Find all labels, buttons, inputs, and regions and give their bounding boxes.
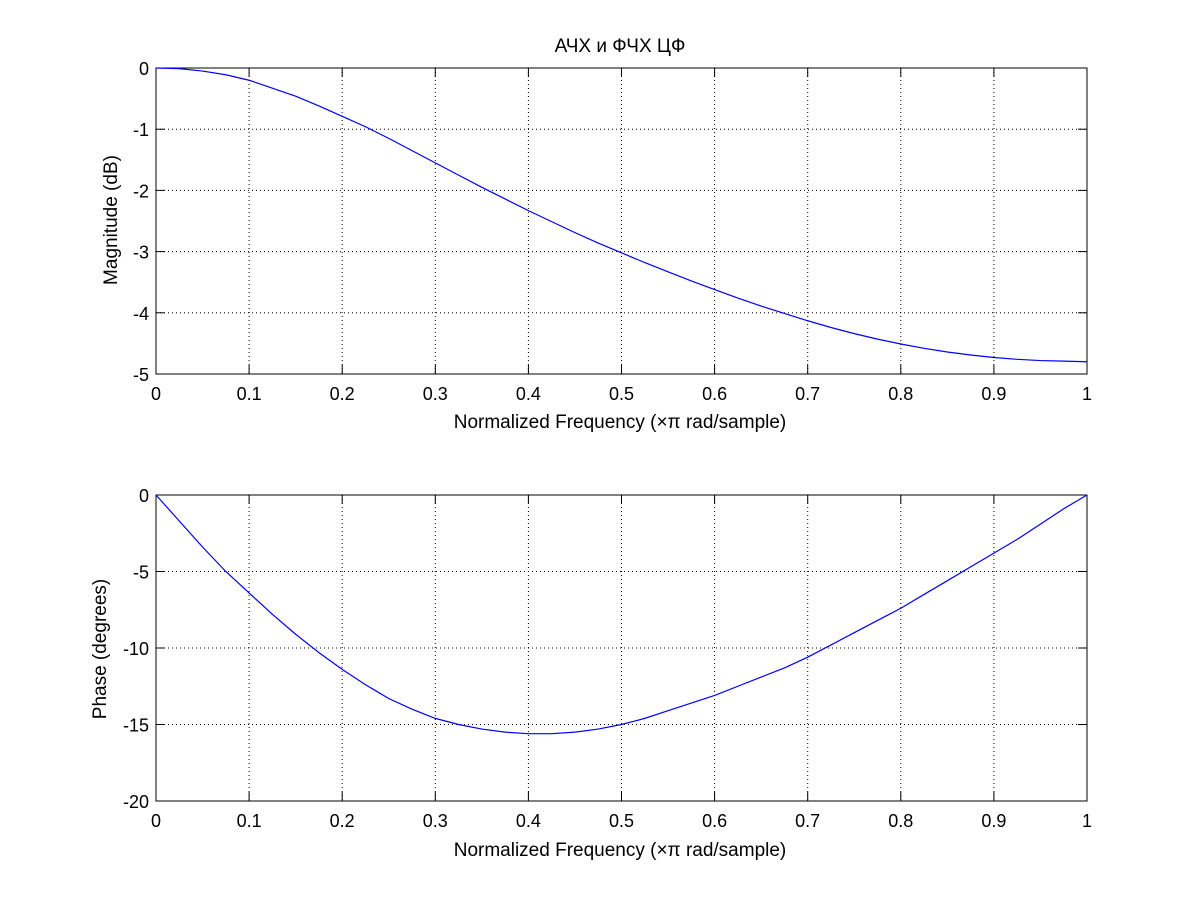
magnitude-x-tick-label: 0.5 [609, 384, 634, 404]
magnitude-y-tick-label: 0 [139, 59, 149, 79]
magnitude-series-line [155, 67, 1088, 363]
magnitude-y-tick-label: -4 [133, 304, 149, 324]
phase-x-tick-label: 0.1 [237, 811, 262, 831]
magnitude-y-tick-label: -2 [133, 181, 149, 201]
magnitude-x-axis-label: Normalized Frequency (×π rad/sample) [454, 412, 787, 433]
phase-x-tick-label: 0.4 [516, 811, 541, 831]
phase-y-tick-label: -15 [123, 716, 149, 736]
phase-axes: 0 0.1 0.2 0.3 0.4 0.5 0.6 0.7 0.8 0.9 1 0 -5 -10 -15 -2… [123, 486, 1092, 831]
magnitude-x-tick-label: 0.3 [423, 384, 448, 404]
magnitude-x-tick-label: 0.9 [981, 384, 1006, 404]
magnitude-x-tick-label: 0 [151, 384, 161, 404]
phase-x-tick-label: 0.6 [702, 811, 727, 831]
magnitude-x-tick-label: 0.2 [330, 384, 355, 404]
phase-y-axis-label: Phase (degrees) [90, 579, 111, 719]
magnitude-x-tick-label: 0.8 [888, 384, 913, 404]
phase-x-tick-label: 0.8 [888, 811, 913, 831]
phase-x-tick-label: 0.2 [330, 811, 355, 831]
phase-x-axis-label: Normalized Frequency (×π rad/sample) [454, 840, 787, 861]
phase-series-line [155, 494, 1088, 735]
phase-y-tick-label: -20 [123, 792, 149, 812]
phase-x-tick-label: 0.5 [609, 811, 634, 831]
magnitude-axes: 0 0.1 0.2 0.3 0.4 0.5 0.6 0.7 0.8 0.9 1 0 -1 -2 -3 -4 -5 [133, 59, 1092, 404]
magnitude-x-tick-label: 0.6 [702, 384, 727, 404]
phase-x-tick-label: 1 [1082, 811, 1092, 831]
magnitude-x-tick-label: 0.1 [237, 384, 262, 404]
phase-y-tick-label: 0 [139, 486, 149, 506]
phase-y-tick-label: -10 [123, 639, 149, 659]
magnitude-x-tick-label: 0.4 [516, 384, 541, 404]
phase-x-tick-label: 0.7 [795, 811, 820, 831]
phase-x-tick-label: 0 [151, 811, 161, 831]
magnitude-y-tick-label: -3 [133, 243, 149, 263]
phase-y-tick-label: -5 [133, 563, 149, 583]
magnitude-y-axis-label: Magnitude (dB) [101, 155, 122, 285]
magnitude-y-tick-label: -5 [133, 365, 149, 385]
magnitude-x-tick-label: 0.7 [795, 384, 820, 404]
magnitude-y-tick-label: -1 [133, 120, 149, 140]
phase-x-tick-label: 0.9 [981, 811, 1006, 831]
chart-title: АЧХ и ФЧХ ЦФ [555, 36, 686, 57]
magnitude-x-tick-label: 1 [1082, 384, 1092, 404]
phase-x-tick-label: 0.3 [423, 811, 448, 831]
